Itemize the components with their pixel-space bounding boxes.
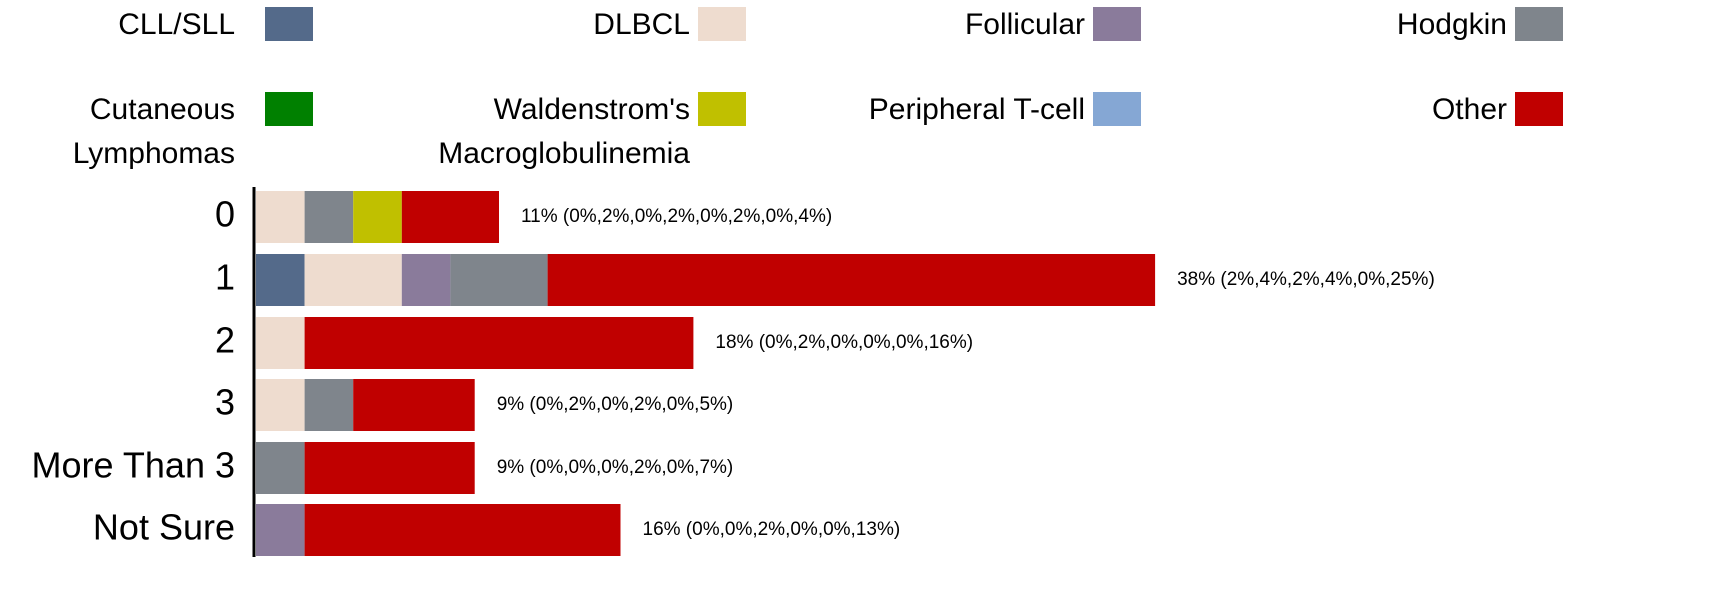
bar-segment [256, 379, 305, 431]
bar-segment [256, 191, 305, 243]
bar-segment [304, 379, 354, 431]
legend-swatch [1515, 92, 1563, 126]
bar-segment [401, 254, 451, 306]
legend-swatch [265, 92, 313, 126]
value-label: 18% (0%,2%,0%,0%,0%,16%) [715, 332, 973, 353]
bar-segment [304, 442, 475, 494]
legend-label: CLL/SLL [118, 8, 235, 41]
bar-segment [304, 317, 694, 369]
bar-segment [450, 254, 548, 306]
value-label: 9% (0%,0%,0%,2%,0%,7%) [497, 457, 734, 478]
category-label: 2 [215, 320, 235, 361]
value-label: 16% (0%,0%,2%,0%,0%,13%) [643, 519, 901, 540]
legend-label: Other [1431, 93, 1507, 126]
value-label: 9% (0%,2%,0%,2%,0%,5%) [497, 394, 734, 415]
legend-swatch [1515, 7, 1563, 41]
bar-segment [304, 191, 354, 243]
bar-segment [304, 504, 621, 556]
category-label: 1 [215, 257, 235, 298]
legend-label: Waldenstrom's Macroglobulinemia [438, 93, 690, 170]
category-label: More Than 3 [32, 445, 235, 486]
bar-segment [401, 191, 499, 243]
bar-segment [256, 504, 305, 556]
legend-swatch [698, 92, 746, 126]
category-label: 3 [215, 382, 235, 423]
category-label: 0 [215, 194, 235, 235]
bar-segment [547, 254, 1156, 306]
legend-swatch [1093, 7, 1141, 41]
legend-label: Cutaneous Lymphomas [72, 93, 235, 170]
bar-segment [353, 379, 475, 431]
legend-label: Peripheral T-cell [868, 93, 1085, 126]
category-label: Not Sure [93, 507, 235, 548]
legend-swatch [265, 7, 313, 41]
bar-segment [353, 191, 402, 243]
bar-segment [256, 442, 305, 494]
legend-swatch [698, 7, 746, 41]
legend-label: Follicular [964, 8, 1085, 41]
bar-segment [256, 254, 305, 306]
legend-swatch [1093, 92, 1141, 126]
legend-label: Hodgkin [1396, 8, 1507, 41]
bar-segment [304, 254, 402, 306]
bar-segment [256, 317, 305, 369]
legend-label: DLBCL [593, 8, 690, 41]
value-label: 38% (2%,4%,2%,4%,0%,25%) [1177, 269, 1435, 290]
value-label: 11% (0%,2%,0%,2%,0%,2%,0%,4%) [521, 206, 832, 227]
